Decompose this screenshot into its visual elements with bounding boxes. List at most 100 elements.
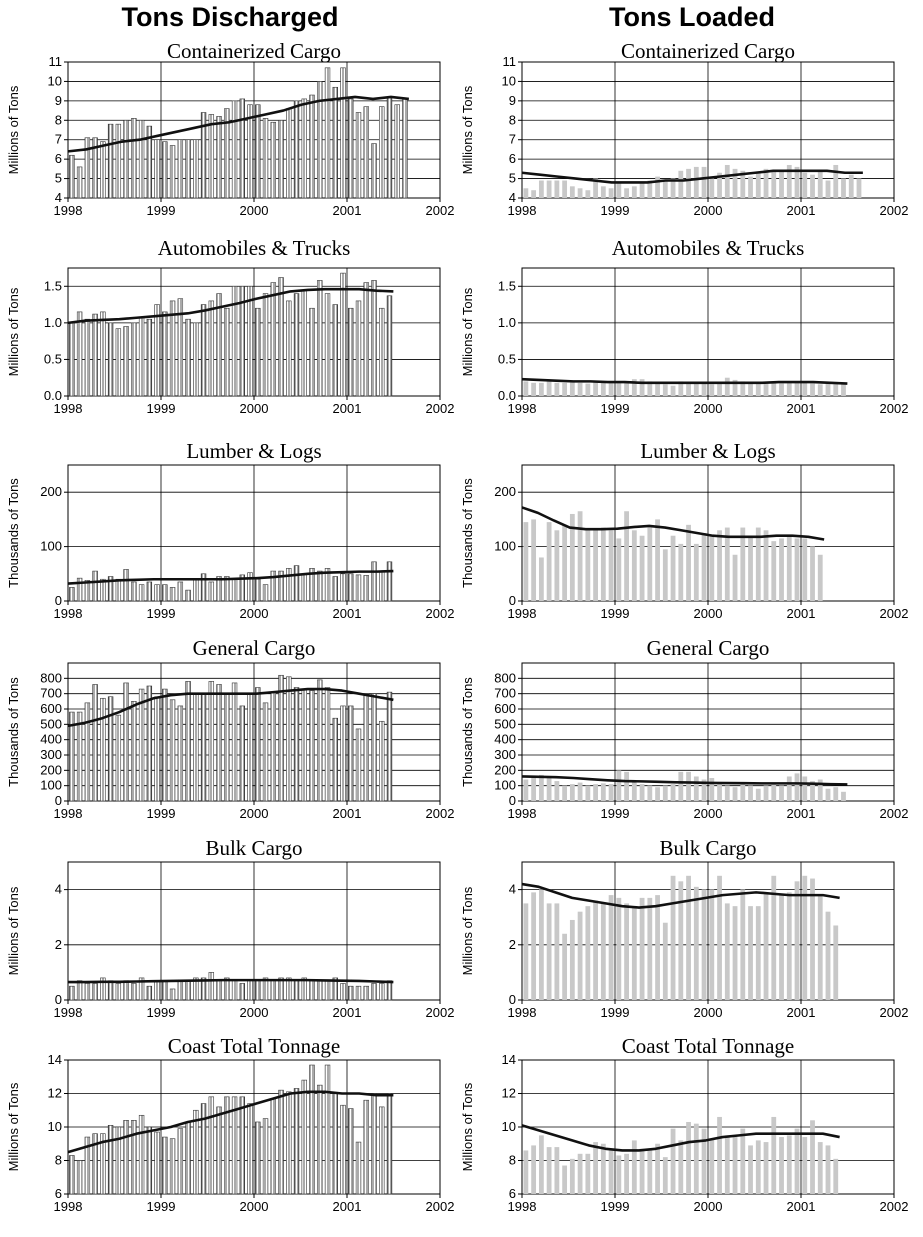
discharged-lumber-logs-bar	[355, 574, 362, 602]
loaded-general-cargo-bar	[593, 784, 598, 801]
discharged-coast-total-tonnage-bar	[231, 1096, 238, 1195]
discharged-containerized-cargo-y-tick-label: 5	[55, 171, 62, 186]
loaded-automobiles-trucks-bar	[562, 382, 568, 396]
loaded-containerized-cargo-bar	[709, 178, 715, 198]
discharged-lumber-logs-x-tick-label: 1999	[147, 606, 176, 621]
loaded-containerized-cargo-bar	[538, 180, 544, 198]
discharged-automobiles-trucks-bar	[386, 295, 393, 397]
loaded-containerized-cargo-bar	[616, 182, 622, 198]
discharged-coast-total-tonnage-bar	[115, 1126, 122, 1195]
discharged-automobiles-trucks-bar	[332, 304, 338, 397]
loaded-bulk-cargo-bar	[717, 875, 722, 1000]
loaded-containerized-cargo-bar	[779, 170, 784, 198]
discharged-containerized-cargo-bar	[247, 104, 253, 199]
discharged-coast-total-tonnage-y-tick-label: 14	[48, 1052, 62, 1067]
loaded-general-cargo-y-tick-label: 600	[494, 701, 516, 716]
discharged-general-cargo-bar	[100, 697, 106, 802]
loaded-general-cargo-y-tick-label: 300	[494, 747, 516, 762]
loaded-lumber-logs-x-tick-label: 2002	[880, 606, 909, 621]
discharged-lumber-logs-bar	[169, 587, 176, 602]
loaded-bulk-cargo-bar	[662, 922, 668, 1000]
discharged-lumber-logs-bar	[185, 589, 191, 602]
loaded-general-cargo-bar	[786, 776, 792, 801]
discharged-automobiles-trucks-bar	[317, 280, 323, 397]
discharged-bulk-cargo-bar	[379, 983, 385, 1001]
loaded-containerized-cargo-x-tick-label: 2000	[694, 203, 723, 218]
loaded-bulk-cargo-x-tick-label: 2001	[787, 1005, 816, 1020]
discharged-containerized-cargo-y-tick-label: 8	[55, 112, 62, 127]
loaded-coast-total-tonnage-trend-line	[521, 1124, 840, 1152]
discharged-lumber-logs-bar	[224, 576, 230, 602]
discharged-automobiles-trucks-bar	[193, 322, 199, 397]
discharged-automobiles-trucks-bar	[154, 304, 160, 397]
loaded-lumber-logs-bar	[670, 535, 676, 601]
discharged-bulk-cargo-bar	[286, 977, 292, 1001]
loaded-coast-total-tonnage-bar	[569, 1158, 575, 1194]
loaded-lumber-logs-bar	[794, 538, 800, 601]
loaded-automobiles-trucks-bar	[678, 381, 684, 396]
loaded-general-cargo-bar	[794, 773, 800, 801]
loaded-bulk-cargo-y-tick-label: 2	[509, 937, 516, 952]
discharged-general-cargo-bar	[169, 699, 176, 802]
loaded-automobiles-trucks-bar	[748, 382, 753, 396]
loaded-bulk-cargo-bar	[779, 895, 784, 1000]
discharged-bulk-cargo-bar	[84, 983, 91, 1001]
discharged-lumber-logs-bar	[208, 581, 215, 602]
loaded-general-cargo-y-tick-label: 500	[494, 716, 516, 731]
loaded-bulk-cargo-x-tick-label: 2000	[694, 1005, 723, 1020]
discharged-containerized-cargo-x-tick-label: 1999	[147, 203, 176, 218]
discharged-bulk-cargo-bar	[363, 985, 369, 1001]
loaded-coast-total-tonnage-bar	[538, 1135, 544, 1195]
loaded-coast-total-tonnage-bar	[585, 1153, 591, 1194]
loaded-coast-total-tonnage-bar	[631, 1140, 637, 1194]
discharged-automobiles-trucks-trend-line	[67, 287, 394, 325]
loaded-automobiles-trucks-bar	[569, 382, 575, 396]
loaded-general-cargo-title: General Cargo	[647, 636, 770, 660]
loaded-coast-total-tonnage-bar	[624, 1153, 629, 1194]
loaded-coast-total-tonnage-bar	[593, 1142, 598, 1194]
discharged-automobiles-trucks-bar	[293, 293, 300, 397]
discharged-lumber-logs-bar	[115, 578, 122, 602]
discharged-bulk-cargo-x-tick-label: 2001	[333, 1005, 362, 1020]
discharged-bulk-cargo-bar	[348, 985, 354, 1001]
loaded-coast-total-tonnage-bar	[755, 1140, 761, 1194]
discharged-coast-total-tonnage-title: Coast Total Tonnage	[168, 1034, 340, 1058]
discharged-coast-total-tonnage-x-tick-label: 2002	[426, 1199, 455, 1214]
loaded-coast-total-tonnage-bar	[670, 1128, 676, 1194]
discharged-general-cargo-x-tick-label: 2000	[240, 806, 269, 821]
discharged-containerized-cargo-bar	[355, 112, 362, 199]
discharged-lumber-logs-bar	[239, 574, 245, 602]
loaded-lumber-logs-bar	[569, 513, 575, 601]
loaded-containerized-cargo-bar	[825, 180, 831, 198]
loaded-bulk-cargo-bar	[531, 892, 537, 1000]
loaded-bulk-cargo-bar	[794, 881, 800, 1000]
loaded-automobiles-trucks-bar	[802, 382, 808, 396]
loaded-bulk-cargo-bar	[577, 911, 583, 1000]
discharged-coast-total-tonnage-bar	[224, 1096, 230, 1195]
loaded-general-cargo-bar	[662, 785, 668, 801]
discharged-lumber-logs-bar	[177, 581, 184, 602]
loaded-coast-total-tonnage-x-tick-label: 1998	[508, 1199, 537, 1214]
discharged-general-cargo-bar	[324, 687, 331, 802]
loaded-general-cargo-bar	[678, 771, 684, 801]
discharged-coast-total-tonnage-bar	[185, 1121, 191, 1195]
loaded-automobiles-trucks-bar	[538, 382, 544, 396]
loaded-bulk-cargo-bar	[740, 889, 746, 1000]
discharged-automobiles-trucks-bar	[200, 304, 207, 397]
loaded-automobiles-trucks-y-axis-label: Millions of Tons	[460, 287, 475, 376]
discharged-automobiles-trucks-chart: Automobiles & Trucks 0.0 0.5 1.0 1.5 1998 1999…	[6, 236, 454, 416]
loaded-containerized-cargo-bar	[546, 180, 552, 198]
discharged-general-cargo-bar	[239, 705, 245, 802]
discharged-lumber-logs-bar	[348, 573, 354, 602]
discharged-containerized-cargo-bar	[115, 123, 122, 199]
loaded-automobiles-trucks-bar	[841, 384, 846, 396]
discharged-containerized-cargo-bar	[348, 98, 354, 199]
discharged-bulk-cargo-bar	[92, 983, 98, 1001]
discharged-bulk-cargo-bar	[177, 980, 184, 1001]
loaded-containerized-cargo-bar	[600, 186, 606, 198]
discharged-general-cargo-bar	[317, 679, 323, 802]
loaded-bulk-cargo-bar	[616, 897, 622, 1000]
loaded-automobiles-trucks-bar	[810, 383, 815, 396]
loaded-coast-total-tonnage-y-tick-label: 12	[502, 1086, 516, 1101]
loaded-coast-total-tonnage-bar	[794, 1128, 800, 1194]
